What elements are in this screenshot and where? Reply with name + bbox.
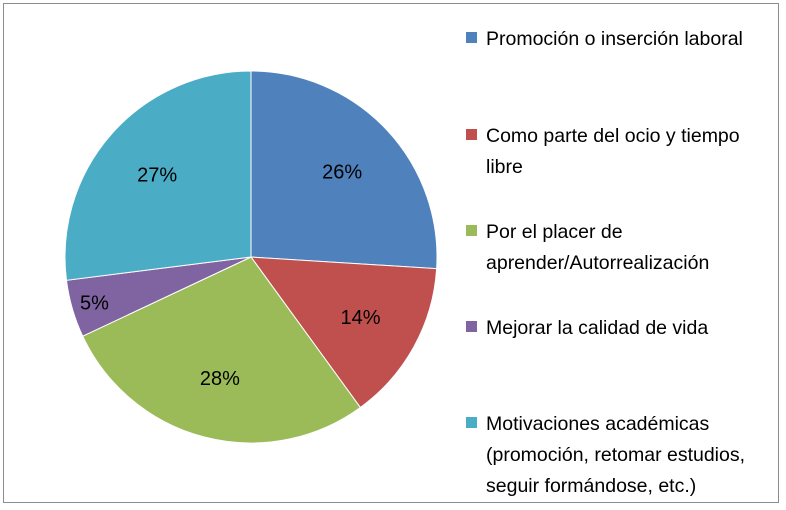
- chart-frame: 26% 14% 28% 5% 27% Promoción o inserción lab…: [3, 3, 779, 503]
- slice-value-label-2: 14%: [340, 307, 380, 329]
- legend-item-3: Por el placer de aprender/Autorrealizaci…: [466, 217, 776, 279]
- slice-value-label-4: 5%: [80, 293, 109, 315]
- slice-value-label-3: 28%: [200, 368, 240, 390]
- pie-slice-2: [249, 256, 438, 409]
- pie-slice-1: [250, 70, 438, 270]
- legend-item-2: Como parte del ocio y tiempo libre: [466, 121, 776, 183]
- legend-swatch: [466, 225, 477, 236]
- legend-label: Mejorar la calidad de vida: [486, 317, 709, 339]
- legend-item-4: Mejorar la calidad de vida: [466, 313, 776, 344]
- legend-item-5: Motivaciones académicas (promoción, reto…: [466, 409, 776, 502]
- slice-value-label-5: 27%: [137, 164, 177, 186]
- legend-swatch: [466, 417, 477, 428]
- pie-slice-3: [82, 256, 362, 444]
- legend-label: Motivaciones académicas (promoción, reto…: [486, 413, 746, 497]
- pie-slice-5: [64, 70, 252, 281]
- legend-label: Promoción o inserción laboral: [486, 28, 743, 50]
- pie-chart: 26% 14% 28% 5% 27%: [64, 70, 438, 444]
- legend-swatch: [466, 321, 477, 332]
- legend-item-1: Promoción o inserción laboral: [466, 24, 776, 55]
- legend-label: Por el placer de aprender/Autorrealizaci…: [486, 221, 710, 274]
- legend-swatch: [466, 129, 477, 140]
- slice-value-label-1: 26%: [322, 161, 362, 183]
- legend-swatch: [466, 32, 477, 43]
- legend-label: Como parte del ocio y tiempo libre: [486, 125, 740, 178]
